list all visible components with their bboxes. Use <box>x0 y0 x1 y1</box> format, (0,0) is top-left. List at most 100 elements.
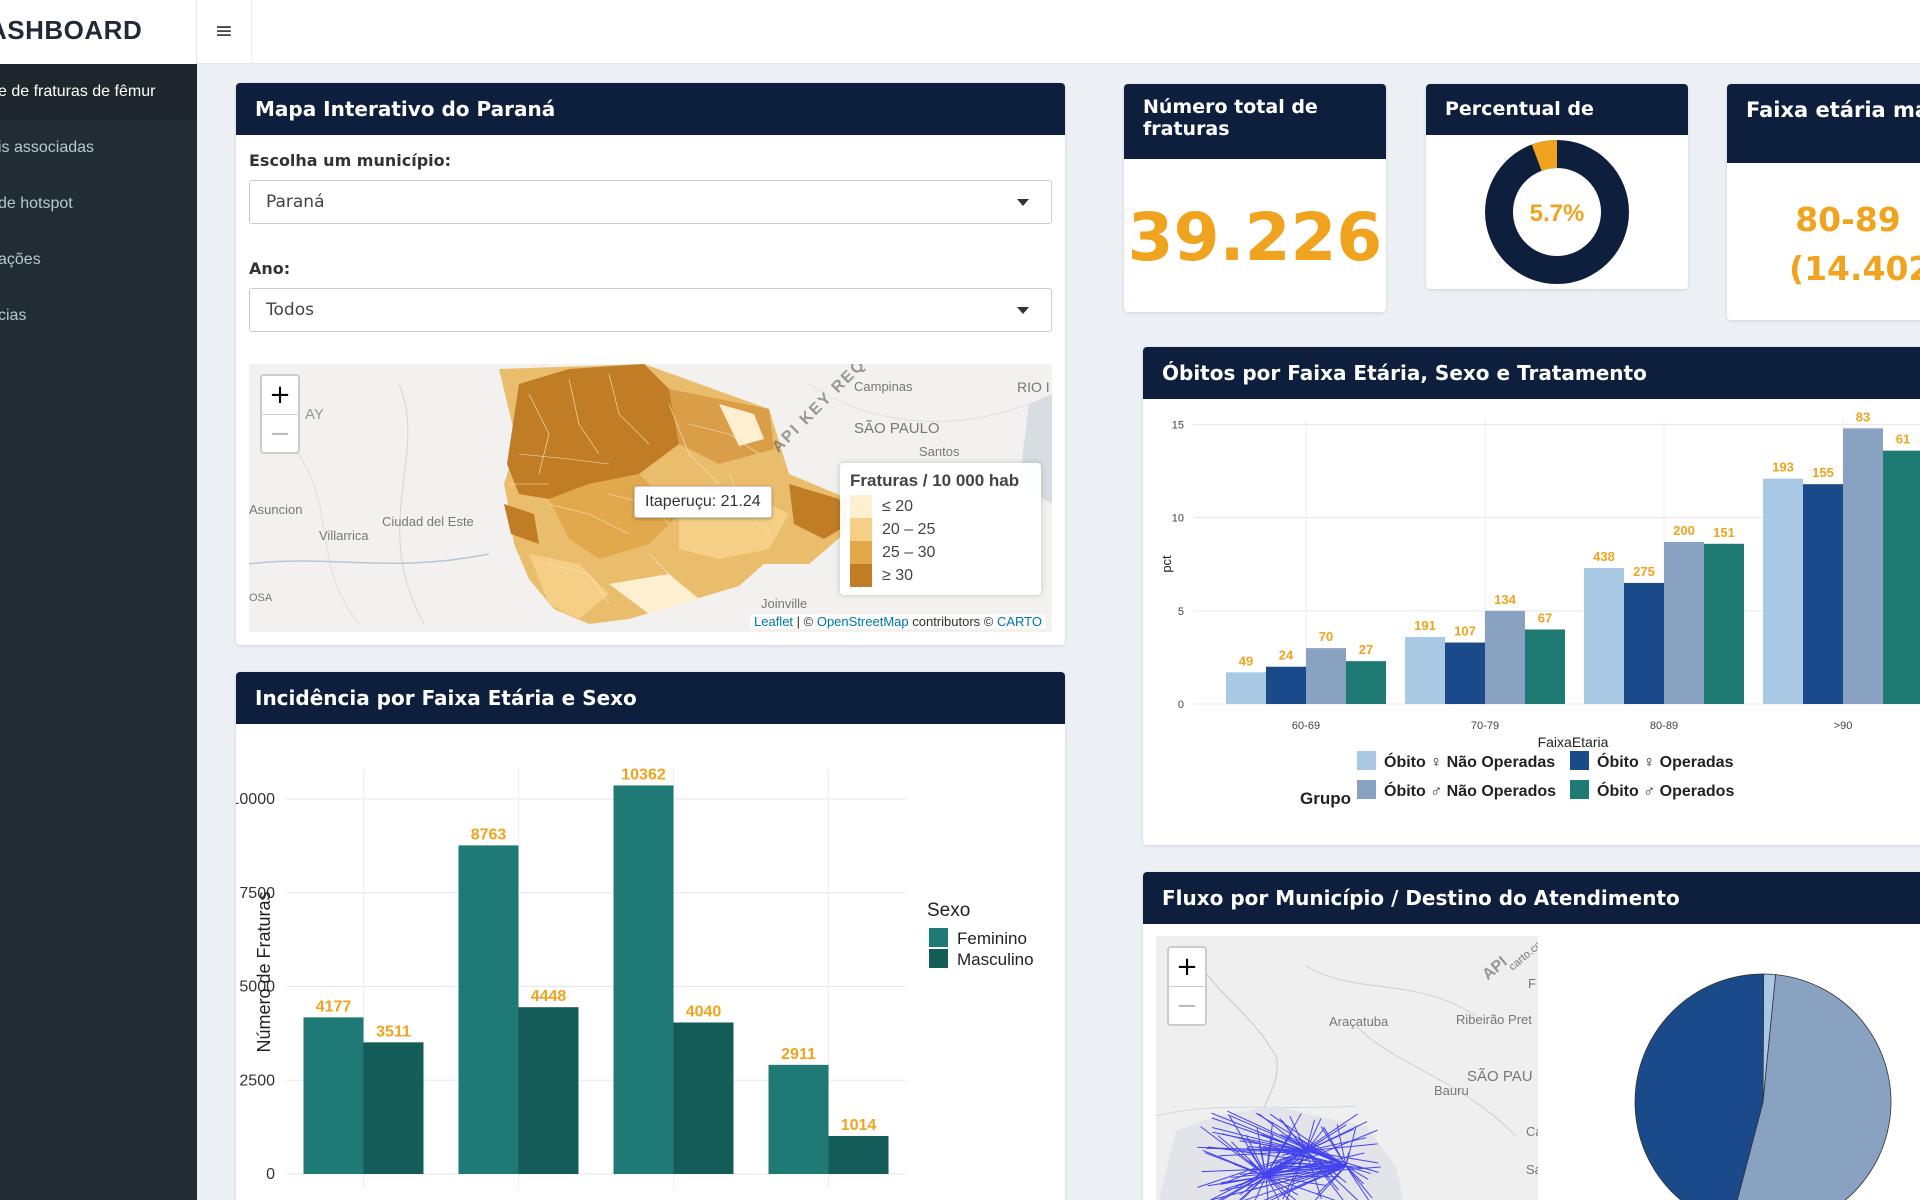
flow-line <box>1282 1150 1307 1200</box>
bar <box>1763 478 1803 704</box>
bar-value-label: 191 <box>1414 618 1436 633</box>
bar <box>1704 543 1744 704</box>
chevron-down-icon <box>1017 307 1029 314</box>
carto-link[interactable]: CARTO <box>996 614 1042 629</box>
y-tick-label: 2500 <box>239 1072 275 1089</box>
zoom-in-button[interactable]: + <box>1176 952 1198 982</box>
flow-line <box>1345 1165 1373 1199</box>
municipio-select-value: Paraná <box>266 192 325 212</box>
bar <box>458 845 519 1174</box>
kpi-faixa-etaria: Faixa etária mais acometida 80-89 (14.40… <box>1727 84 1920 320</box>
legend-swatch <box>1357 780 1376 799</box>
legend-swatch <box>1357 751 1376 770</box>
map-place-label: Ciudad del Este <box>382 514 474 529</box>
kpi-total-fraturas: Número total de fraturas 39.226 <box>1124 84 1386 312</box>
bar <box>1445 642 1485 704</box>
municipio-select[interactable]: Paraná <box>249 180 1052 224</box>
y-tick-label: 10 <box>1172 513 1184 525</box>
legend-label: Óbito ♀ Operadas <box>1597 752 1734 771</box>
bar-value-label: 438 <box>1593 549 1615 564</box>
parana-choropleth-map[interactable]: + − Campinas RIO I SÃO PAULO Santos Asun… <box>249 364 1052 632</box>
flow-line <box>1219 1150 1307 1186</box>
brand-title: ASHBOARD <box>0 15 143 45</box>
bar <box>613 785 674 1174</box>
y-tick-label: 0 <box>266 1166 275 1183</box>
ano-select[interactable]: Todos <box>249 288 1052 332</box>
flow-line <box>1246 1147 1267 1177</box>
obitos-bar-chart: 0 5 10 15 60-69 49 24 70 27 70-79 191 107 134 67 80-89… <box>1159 409 1920 808</box>
legend-swatch <box>850 564 872 587</box>
flow-line <box>1314 1165 1347 1200</box>
map-place-label: Joinville <box>761 596 808 611</box>
bar <box>1664 541 1704 704</box>
flow-line <box>1265 1113 1358 1177</box>
fluxo-panel: Fluxo por Município / Destino do Atendim… <box>1143 872 1920 1200</box>
zoom-in-button[interactable]: + <box>269 380 291 410</box>
bar-value-label: 107 <box>1454 624 1476 639</box>
fluxo-place-label: Ca <box>1526 1124 1538 1139</box>
zoom-out-button[interactable]: − <box>262 414 298 452</box>
flow-line <box>1244 1165 1347 1200</box>
bar <box>363 1042 424 1174</box>
kpi-faixa-value-count: (14.402) <box>1789 249 1920 288</box>
zoom-out-button[interactable]: − <box>1169 986 1205 1024</box>
flow-line <box>1305 1119 1316 1152</box>
sidebar-item-acoes[interactable]: ações <box>0 251 41 268</box>
bar <box>673 1022 734 1174</box>
flow-line <box>1219 1165 1347 1192</box>
flow-line <box>1305 1150 1344 1200</box>
hamburger-icon[interactable]: ≡ <box>197 0 252 64</box>
legend-swatch <box>850 495 872 518</box>
bar <box>1803 484 1843 704</box>
bar-value-label: 61 <box>1896 432 1910 447</box>
x-tick-label: >90 <box>1834 720 1853 732</box>
fluxo-map[interactable]: + − Araçatuba Ribeirão Pret SÃO PAU Baur… <box>1156 936 1538 1200</box>
map-place-label: AY <box>305 406 324 423</box>
y-axis-label: pct <box>1159 555 1174 573</box>
osm-link[interactable]: OpenStreetMap <box>816 614 909 629</box>
map-legend-item: ≥ 30 <box>850 564 1031 587</box>
sidebar-item-fraturas[interactable]: e de fraturas de fêmur <box>0 64 197 120</box>
ano-label: Ano: <box>249 259 291 278</box>
map-legend: Fraturas / 10 000 hab ≤ 20 20 – 25 25 – … <box>840 463 1041 595</box>
flow-line <box>1265 1175 1269 1200</box>
flow-line <box>1269 1113 1347 1167</box>
sidebar-item-hotspot[interactable]: de hotspot <box>0 195 73 212</box>
legend-swatch <box>850 541 872 564</box>
kpi-obitos-title: Percentual de Óbitos <box>1426 84 1688 171</box>
pie-slice <box>1634 973 1765 1200</box>
y-tick-label: 15 <box>1172 420 1184 432</box>
bar <box>1346 661 1386 704</box>
map-place-label: Campinas <box>854 379 913 394</box>
municipio-label: Escolha um município: <box>249 151 452 170</box>
bar-value-label: 193 <box>1772 460 1794 475</box>
sidebar-item-associadas[interactable]: is associadas <box>0 139 95 156</box>
top-navbar: ≡ <box>197 0 1920 64</box>
legend-title: Grupo <box>1300 789 1351 808</box>
bar <box>1843 428 1883 704</box>
y-tick-label: 7500 <box>239 885 275 902</box>
flow-line <box>1220 1165 1347 1184</box>
flow-line <box>1265 1133 1274 1177</box>
sidebar-item-cias[interactable]: cias <box>0 307 27 324</box>
leaflet-link[interactable]: Leaflet <box>754 614 794 629</box>
destino-pie-chart <box>1634 973 1892 1200</box>
bar-value-label: 151 <box>1713 525 1735 540</box>
bar <box>1883 450 1920 704</box>
flow-line <box>1261 1133 1307 1152</box>
legend-title: Sexo <box>927 900 970 921</box>
map-place-label: RIO I <box>1017 379 1050 395</box>
obitos-panel: Óbitos por Faixa Etária, Sexo e Tratamen… <box>1143 347 1920 845</box>
flow-line <box>1305 1118 1322 1152</box>
bar <box>518 1007 579 1174</box>
flow-line <box>1258 1144 1267 1177</box>
y-tick-label: 5000 <box>239 979 275 996</box>
flow-line <box>1305 1150 1379 1164</box>
bar <box>1226 672 1266 704</box>
bar-value-label: 4040 <box>686 1004 722 1021</box>
fluxo-panel-title: Fluxo por Município / Destino do Atendim… <box>1143 872 1920 924</box>
bar-value-label: 200 <box>1673 523 1695 538</box>
ano-select-value: Todos <box>266 300 314 320</box>
bar-value-label: 70 <box>1319 629 1333 644</box>
